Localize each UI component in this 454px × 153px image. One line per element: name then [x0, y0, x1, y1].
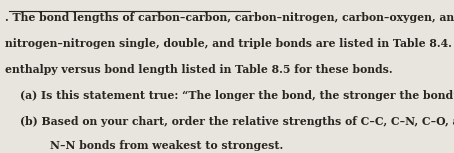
Text: (a) Is this statement true: “The longer the bond, the stronger the bond”?: (a) Is this statement true: “The longer …	[5, 90, 454, 101]
Text: (b) Based on your chart, order the relative strengths of C–C, C–N, C–O, and: (b) Based on your chart, order the relat…	[5, 116, 454, 127]
Text: N–N bonds from weakest to strongest.: N–N bonds from weakest to strongest.	[5, 140, 283, 151]
Text: . The bond lengths of carbon–carbon, carbon–nitrogen, carbon–oxygen, and: . The bond lengths of carbon–carbon, car…	[5, 12, 454, 23]
Text: nitrogen–nitrogen single, double, and triple bonds are listed in Table 8.4. Plot: nitrogen–nitrogen single, double, and tr…	[5, 38, 454, 49]
Text: enthalpy versus bond length listed in Table 8.5 for these bonds.: enthalpy versus bond length listed in Ta…	[5, 64, 392, 75]
